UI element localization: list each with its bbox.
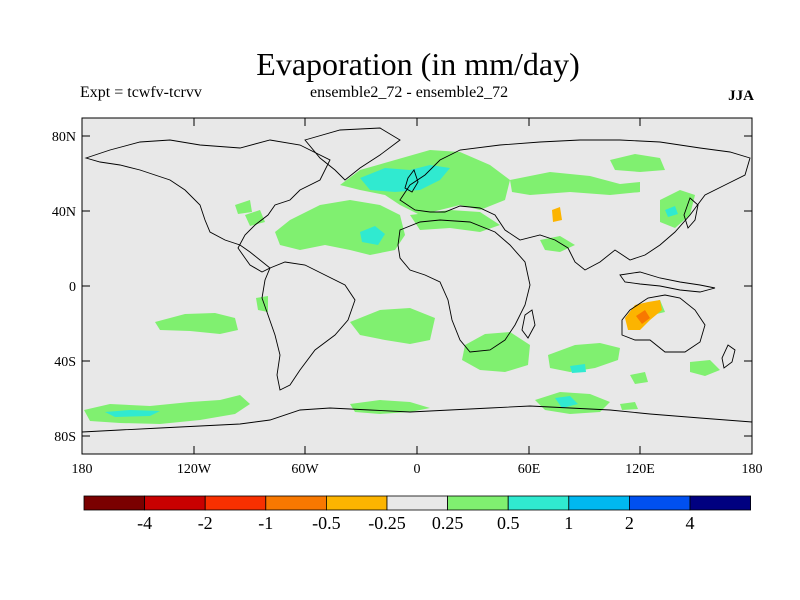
colorbar-swatch-1 xyxy=(144,495,206,511)
colorbar-label-6: 0.5 xyxy=(497,513,520,533)
australia-west-strong-negative-anomaly xyxy=(636,310,650,324)
pacific-south-strong-anomaly xyxy=(105,410,160,417)
indonesia-coast xyxy=(619,271,716,293)
colorbar-label-9: 4 xyxy=(686,513,695,533)
africa-coast xyxy=(397,219,531,353)
antarctica-coast xyxy=(81,405,753,433)
south-pacific-anomaly xyxy=(155,313,238,334)
southern-ocean-west-anomaly xyxy=(84,395,250,424)
lat-label-0: 0 xyxy=(69,280,76,295)
colorbar-label-8: 2 xyxy=(625,513,634,533)
colorbar-label-5: 0.25 xyxy=(432,513,464,533)
south-atlantic-anomaly xyxy=(350,308,435,344)
colorbar-label-2: -1 xyxy=(258,513,273,533)
south-america-coast xyxy=(261,261,356,391)
colorbar-swatch-10 xyxy=(689,495,751,511)
siberia-anomaly xyxy=(610,154,665,172)
colorbar-label-4: -0.25 xyxy=(368,513,406,533)
mid-atlantic-strong-anomaly xyxy=(360,226,385,245)
greenland-coast xyxy=(304,127,401,181)
colorbar-label-1: -2 xyxy=(198,513,213,533)
indian-ocean-anomaly xyxy=(462,332,530,372)
colorbar-swatch-6 xyxy=(447,495,509,511)
lon-label-60w: 60W xyxy=(291,462,319,477)
colorbar xyxy=(83,495,751,511)
lat-label-80s: 80S xyxy=(54,430,76,445)
colorbar-swatch-9 xyxy=(629,495,691,511)
caribbean-anomaly xyxy=(245,210,265,226)
colorbar-swatch-5 xyxy=(386,495,448,511)
lon-label-180w: 180 xyxy=(72,462,93,477)
colorbar-swatch-0 xyxy=(83,495,145,511)
colorbar-swatch-2 xyxy=(204,495,267,511)
longitude-axis: 180 120W 60W 0 60E 120E 180 xyxy=(72,118,763,477)
lon-label-60e: 60E xyxy=(518,462,541,477)
south-indian-strong-anomaly xyxy=(570,364,586,373)
colorbar-swatch-8 xyxy=(568,495,630,511)
season-label: JJA xyxy=(728,88,754,104)
southern-ocean-atlantic-anomaly xyxy=(350,400,430,414)
lon-label-120e: 120E xyxy=(625,462,655,477)
madagascar-coast xyxy=(521,309,536,339)
lon-label-180e: 180 xyxy=(742,462,763,477)
arabia-anomaly xyxy=(540,236,575,252)
south-indian-anomaly xyxy=(548,343,620,372)
lon-label-0: 0 xyxy=(414,462,421,477)
lon-label-120w: 120W xyxy=(177,462,212,477)
strong-positive-anomaly-regions xyxy=(105,165,678,417)
latitude-axis: 80N 40N 0 40S 80S xyxy=(52,130,752,445)
ensemble-subtitle: ensemble2_72 - ensemble2_72 xyxy=(310,84,509,101)
pacific-west-anomaly xyxy=(256,296,268,312)
hudson-anomaly xyxy=(235,200,252,214)
central-asia-negative-anomaly xyxy=(552,207,562,222)
new-zealand-coast xyxy=(721,344,736,369)
australia-coast xyxy=(621,294,706,353)
map-title: Evaporation (in mm/day) xyxy=(256,46,580,82)
eurasia-coast xyxy=(399,139,751,271)
east-asia-strong-anomaly xyxy=(665,206,678,217)
coastlines xyxy=(81,127,753,433)
tasman-anomaly xyxy=(630,372,648,384)
lat-label-40n: 40N xyxy=(52,205,76,220)
colorbar-swatch-3 xyxy=(265,495,327,511)
lat-label-40s: 40S xyxy=(54,355,76,370)
uk-coast xyxy=(404,169,419,193)
north-america-coast xyxy=(84,139,331,273)
east-asia-anomaly xyxy=(660,190,695,228)
southern-ocean-strong-anomaly xyxy=(555,396,578,408)
australia-east-anomaly xyxy=(690,360,720,376)
colorbar-labels: -4 -2 -1 -0.5 -0.25 0.25 0.5 1 2 4 xyxy=(137,513,694,533)
colorbar-label-0: -4 xyxy=(137,513,152,533)
eurasia-anomaly xyxy=(510,172,640,195)
europe-anomaly xyxy=(620,183,640,193)
colorbar-label-7: 1 xyxy=(564,513,573,533)
experiment-label: Expt = tcwfv-tcrvv xyxy=(80,84,202,101)
colorbar-label-3: -0.5 xyxy=(312,513,341,533)
colorbar-swatch-7 xyxy=(507,495,570,511)
nordic-seas-strong-anomaly xyxy=(360,165,450,192)
southern-ocean-east-anomaly xyxy=(620,402,638,410)
colorbar-swatch-4 xyxy=(325,495,388,511)
lat-label-80n: 80N xyxy=(52,130,76,145)
japan-coast xyxy=(683,197,699,229)
